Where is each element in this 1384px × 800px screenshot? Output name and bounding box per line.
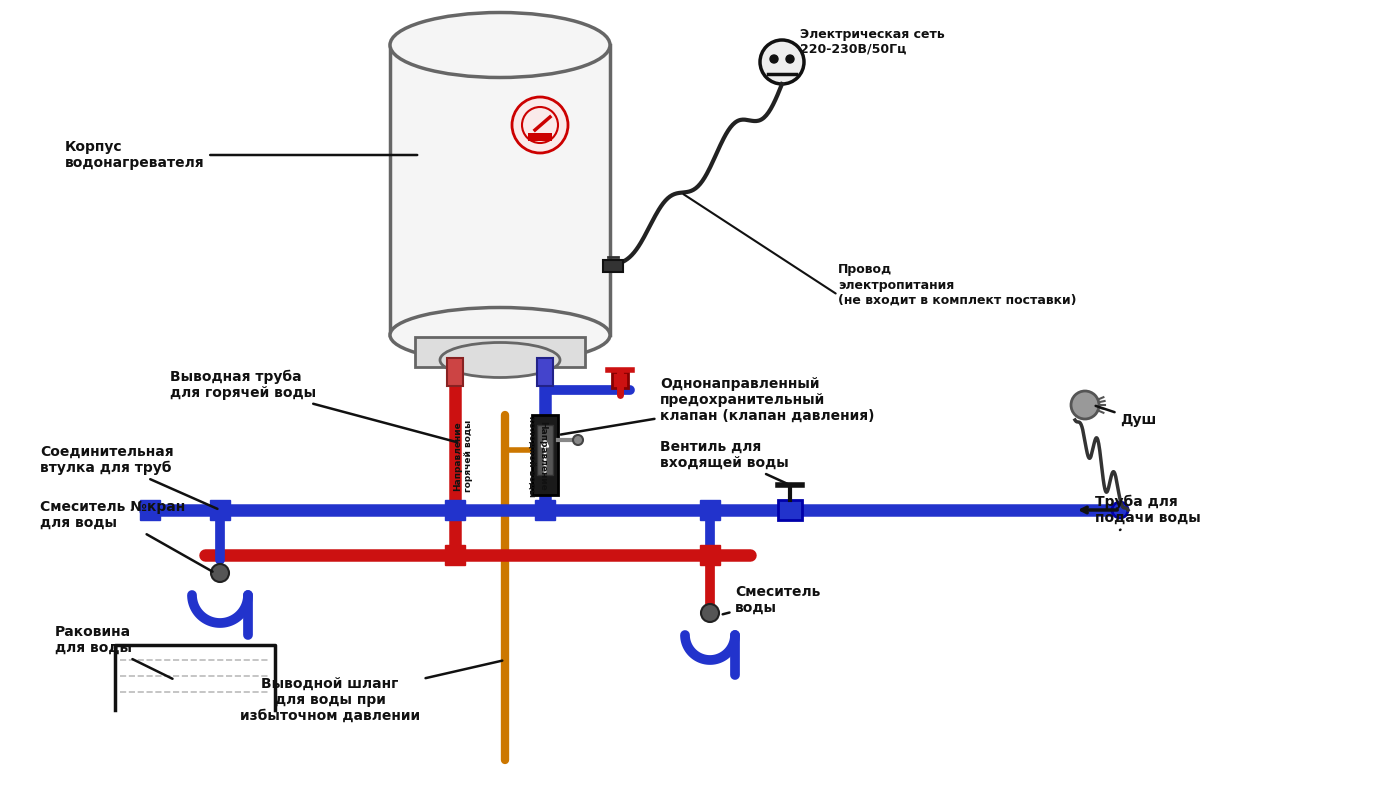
Text: Вентиль для
входящей воды: Вентиль для входящей воды [660,440,789,484]
Circle shape [702,604,720,622]
Bar [210,500,230,520]
Text: Направление
холодной воды: Направление холодной воды [527,415,547,497]
Bar [446,500,465,520]
Bar [447,358,464,386]
Bar [536,500,555,520]
Text: Душ: Душ [1096,406,1156,427]
Ellipse shape [390,13,610,78]
Bar [537,358,554,386]
Text: Однонаправленный
предохранительный
клапан (клапан давления): Однонаправленный предохранительный клапа… [561,377,875,434]
Circle shape [1071,391,1099,419]
Text: Электрическая сеть
220-230В/50Гц: Электрическая сеть 220-230В/50Гц [800,28,945,56]
Bar [778,500,801,520]
Bar [700,500,720,520]
Bar [390,45,610,335]
Circle shape [573,435,583,445]
Text: Провод
электропитания
(не входит в комплект поставки): Провод электропитания (не входит в компл… [837,263,1077,306]
Bar [529,133,552,141]
Text: Труба для
подачи воды: Труба для подачи воды [1095,494,1201,530]
Bar [612,372,628,388]
Text: Раковина
для воды: Раковина для воды [55,625,173,678]
Text: Направление
горячей воды: Направление горячей воды [454,420,473,492]
Text: Выводная труба
для горячей воды: Выводная труба для горячей воды [170,370,457,442]
Text: Смеситель №кран
для воды: Смеситель №кран для воды [40,500,213,572]
Circle shape [512,97,567,153]
Text: Смеситель
воды: Смеситель воды [722,585,821,615]
Circle shape [760,40,804,84]
Bar [140,500,161,520]
Circle shape [522,107,558,143]
Text: Корпус
водонагревателя: Корпус водонагревателя [65,140,417,170]
Circle shape [770,55,778,63]
Bar [603,260,623,272]
Bar [446,545,465,565]
Ellipse shape [440,342,561,378]
Bar [531,415,558,495]
Bar [537,425,554,475]
Text: Выводной шланг
для воды при
избыточном давлении: Выводной шланг для воды при избыточном д… [239,661,502,723]
Text: Соединительная
втулка для труб: Соединительная втулка для труб [40,445,217,509]
Bar [700,545,720,565]
Ellipse shape [390,307,610,362]
Circle shape [786,55,794,63]
Circle shape [210,564,228,582]
Circle shape [1111,502,1128,518]
Bar [415,337,585,367]
